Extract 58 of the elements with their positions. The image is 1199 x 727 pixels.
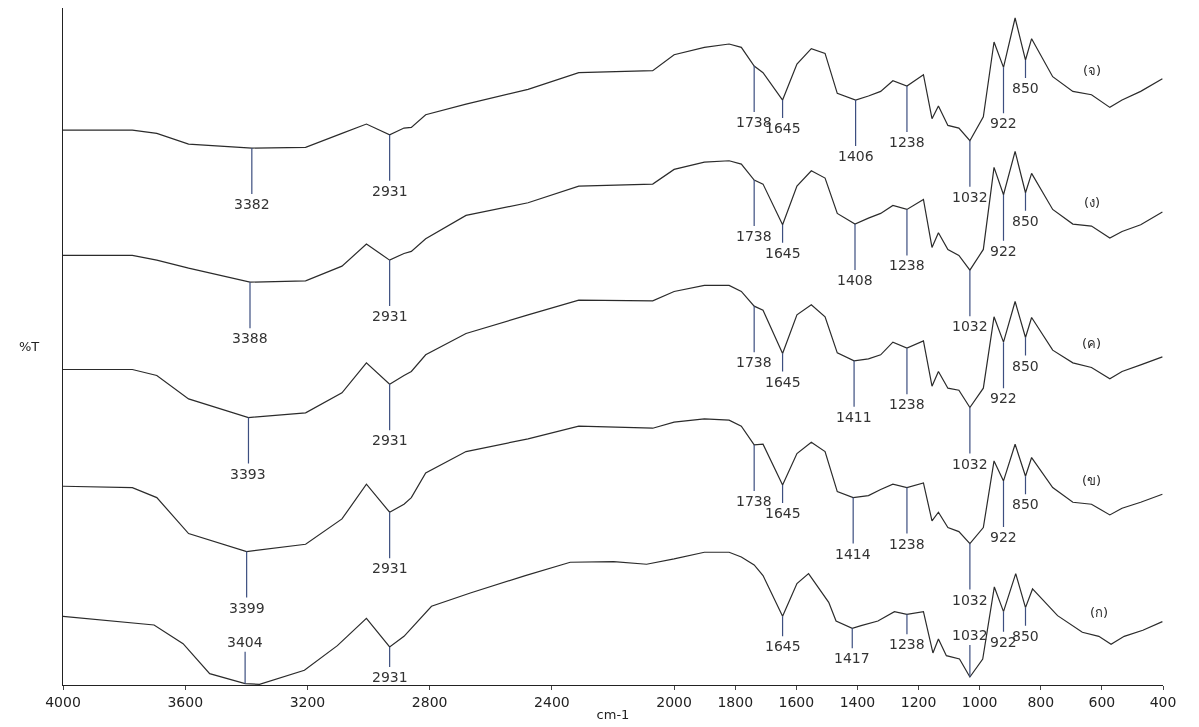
annotation: 1645: [765, 374, 801, 390]
series-label: (ข): [1082, 473, 1102, 488]
x-tick-label: 1400: [839, 693, 876, 710]
annotation: 1417: [834, 650, 870, 666]
annotation: 3388: [232, 330, 268, 346]
annotation: 850: [1012, 358, 1039, 374]
annotation: 1238: [889, 257, 925, 273]
annotation: 922: [990, 115, 1017, 131]
x-tick-label: 2800: [411, 693, 448, 710]
annotation: 3382: [234, 196, 270, 212]
annotation: 1738: [736, 228, 772, 244]
x-tick-label: 1600: [778, 693, 815, 710]
annotation: 850: [1012, 213, 1039, 229]
annotation: 850: [1012, 80, 1039, 96]
annotation: 3399: [229, 600, 265, 616]
x-tick-label: 1800: [717, 693, 754, 710]
annotation: 1645: [765, 638, 801, 654]
annotation: 3404: [227, 634, 263, 650]
series-label: (ค): [1082, 336, 1102, 351]
series-label: (จ): [1083, 63, 1102, 78]
annotation: 1238: [889, 536, 925, 552]
x-tick-label: 600: [1088, 693, 1116, 710]
x-axis-title: cm-1: [596, 706, 630, 722]
annotation: 1406: [838, 148, 874, 164]
annotation: 1032: [952, 456, 988, 472]
annotation: 1238: [889, 636, 925, 652]
annotation: 1032: [952, 318, 988, 334]
annotation: 2931: [372, 183, 408, 199]
x-tick-label: 400: [1149, 693, 1177, 710]
x-tick-label: 800: [1027, 693, 1055, 710]
series-label: (ง): [1084, 195, 1101, 210]
x-tick-label: 2000: [656, 693, 692, 710]
annotation: 1238: [889, 134, 925, 150]
annotation: 922: [990, 390, 1017, 406]
annotation: 1645: [765, 245, 801, 261]
x-tick-label: 3600: [167, 693, 204, 710]
annotation: 850: [1012, 496, 1039, 512]
series-label: (ก): [1090, 605, 1109, 620]
annotation: 1408: [837, 272, 873, 288]
annotation: 922: [990, 529, 1017, 545]
annotation: 1238: [889, 396, 925, 412]
x-tick-label: 3200: [289, 693, 326, 710]
x-tick-label: 4000: [45, 693, 81, 710]
x-tick-label: 2400: [534, 693, 570, 710]
annotation: 1032: [952, 592, 988, 608]
annotation: 1032: [952, 189, 988, 205]
annotation: 2931: [372, 432, 408, 448]
y-axis-title: %T: [19, 339, 40, 354]
annotation: 922: [990, 243, 1017, 259]
x-tick-label: 1200: [900, 693, 937, 710]
annotation: 3393: [230, 466, 266, 482]
x-tick-label: 1000: [961, 693, 998, 710]
annotation: 2931: [372, 669, 408, 685]
annotation: 1738: [736, 354, 772, 370]
annotation: 1414: [835, 546, 871, 562]
annotation: 2931: [372, 308, 408, 324]
annotation: 2931: [372, 560, 408, 576]
annotation: 1411: [836, 409, 872, 425]
